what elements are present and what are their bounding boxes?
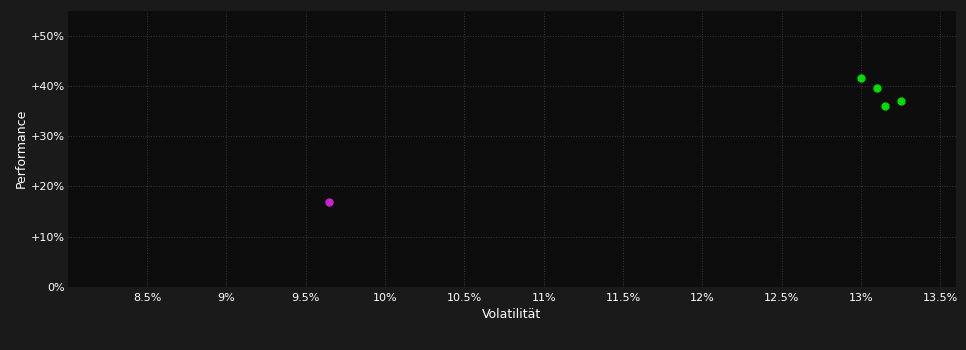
Point [853, 76, 868, 81]
Y-axis label: Performance: Performance [14, 109, 28, 188]
X-axis label: Volatilität: Volatilität [482, 308, 542, 321]
Point [322, 199, 337, 204]
Point [869, 86, 885, 91]
Point [894, 98, 909, 104]
Point [877, 103, 893, 109]
